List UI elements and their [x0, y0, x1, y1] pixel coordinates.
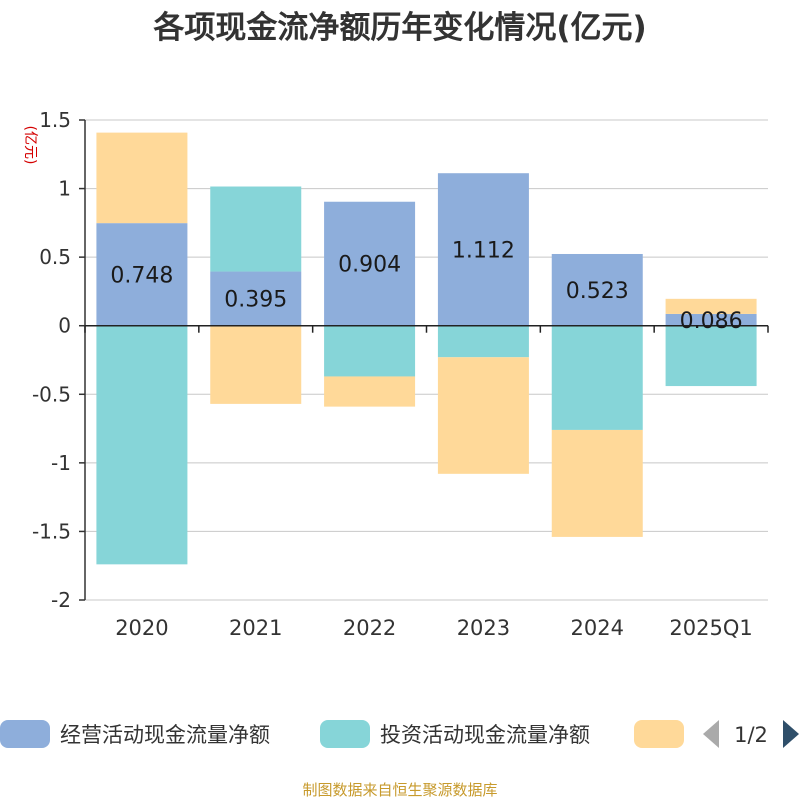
bar-2021-series-3 [210, 325, 302, 404]
legend-swatch-1[interactable] [0, 720, 50, 748]
y-axis-label: (亿元) [22, 126, 38, 165]
y-tick-label: 1.5 [39, 108, 71, 132]
legend-prev-page-icon[interactable] [703, 720, 719, 748]
bar-2025Q1-series-2 [665, 325, 757, 387]
bar-2023-series-3 [437, 357, 529, 474]
source-note: 制图数据来自恒生聚源数据库 [302, 781, 497, 799]
grid-lines [85, 119, 768, 601]
legend-next-page-icon[interactable] [783, 720, 799, 748]
y-tick-label: 0 [58, 314, 71, 338]
bar-2023-series-1 [437, 173, 529, 326]
y-tick-label: -1 [51, 451, 71, 475]
bar-2022-series-2 [324, 325, 416, 377]
data-label-2021: 0.395 [224, 288, 287, 313]
legend-page-indicator: 1/2 [734, 723, 768, 747]
x-tick-label: 2022 [343, 616, 396, 640]
bar-2025Q1-series-3 [665, 298, 757, 314]
y-tick-label: 0.5 [39, 245, 71, 269]
bar-2023-series-2 [437, 325, 529, 358]
legend-label-2[interactable]: 投资活动现金流量净额 [380, 723, 590, 747]
bar-2020-series-3 [96, 132, 188, 224]
bar-2020-series-1 [96, 223, 188, 326]
bar-2024-series-3 [551, 429, 643, 537]
y-tick-label: -0.5 [32, 382, 71, 406]
x-tick-label: 2025Q1 [669, 616, 752, 640]
bar-2022-series-1 [324, 201, 416, 326]
bar-2025Q1-series-1 [665, 313, 757, 326]
y-tick-label: -2 [51, 588, 71, 612]
y-tick-label: -1.5 [32, 519, 71, 543]
data-label-2025Q1: 0.086 [680, 309, 743, 334]
x-tick-label: 2020 [115, 616, 168, 640]
data-label-2020: 0.748 [110, 263, 173, 288]
legend-swatch-2[interactable] [320, 720, 370, 748]
bar-2024-series-2 [551, 325, 643, 430]
data-label-2024: 0.523 [566, 279, 629, 304]
bar-2020-series-2 [96, 325, 188, 565]
bar-2024-series-1 [551, 253, 643, 326]
x-tick-label: 2023 [457, 616, 510, 640]
data-label-2022: 0.904 [338, 253, 401, 278]
x-tick-label: 2021 [229, 616, 282, 640]
chart-title: 各项现金流净额历年变化情况(亿元) [152, 10, 646, 46]
legend: 经营活动现金流量净额 投资活动现金流量净额 1/2 [0, 720, 799, 748]
legend-swatch-3[interactable] [634, 720, 684, 748]
x-tick-label: 2024 [571, 616, 624, 640]
legend-label-1[interactable]: 经营活动现金流量净额 [60, 723, 270, 747]
axes: 1.5 1 0.5 0 -0.5 -1 -1.5 -2 2020 2021 2022 2023 2024… [32, 108, 769, 640]
bars [96, 132, 757, 565]
data-labels: 0.748 0.395 0.904 1.112 0.523 0.086 [110, 238, 742, 333]
bar-2021-series-2 [210, 186, 302, 272]
bar-2022-series-3 [324, 376, 416, 407]
bar-2021-series-1 [210, 271, 302, 326]
data-label-2023: 1.112 [452, 238, 515, 263]
y-tick-label: 1 [58, 177, 71, 201]
